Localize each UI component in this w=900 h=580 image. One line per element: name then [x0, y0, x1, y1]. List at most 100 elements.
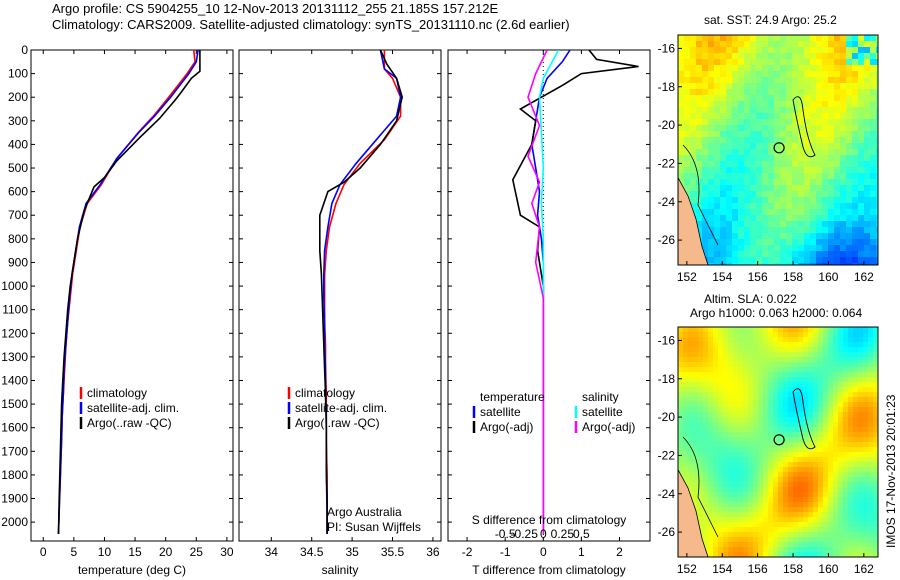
map-cell [876, 101, 878, 108]
map-cell [818, 397, 824, 403]
map-cell [848, 397, 854, 403]
map-cell [853, 532, 859, 538]
map-cell [828, 149, 835, 156]
map-cell [732, 233, 739, 240]
map-cell [858, 332, 864, 338]
map-cell [848, 457, 854, 463]
map-cell [858, 442, 864, 448]
map-cell [793, 527, 799, 533]
map-cell [863, 372, 869, 378]
map-cell [708, 522, 714, 528]
map-cell [726, 107, 733, 114]
map-y-tick-label: -24 [658, 487, 676, 501]
map-cell [783, 437, 789, 443]
map-cell [786, 167, 793, 174]
map-cell [690, 53, 697, 60]
map-cell [774, 137, 781, 144]
map-cell [876, 233, 878, 240]
map-cell [870, 89, 877, 96]
map-cell [852, 209, 859, 216]
map-cell [768, 35, 775, 42]
map-cell [696, 155, 703, 162]
map-cell [768, 342, 774, 348]
map-cell [678, 457, 684, 463]
map-cell [703, 527, 709, 533]
map-cell [813, 487, 819, 493]
map-cell [743, 502, 749, 508]
map-cell [683, 377, 689, 383]
x-tick-label: 25 [190, 545, 204, 559]
map-cell [738, 362, 744, 368]
map-cell [868, 497, 874, 503]
map-cell [798, 89, 805, 96]
map-cell [723, 532, 729, 538]
map-y-tick-label: -22 [658, 156, 676, 170]
map-cell [702, 149, 709, 156]
map-cell [728, 457, 734, 463]
map-cell [813, 457, 819, 463]
map-cell [783, 492, 789, 498]
map-cell [876, 35, 878, 42]
map-cell [870, 119, 877, 126]
legend-title-salinity: salinity [582, 390, 619, 404]
map-cell [843, 467, 849, 473]
map-cell [703, 352, 709, 358]
map-cell [852, 59, 859, 66]
map-cell [840, 101, 847, 108]
map-cell [808, 387, 814, 393]
map-cell [703, 397, 709, 403]
map-cell [848, 532, 854, 538]
map-cell [684, 47, 691, 54]
map-cell [774, 35, 781, 42]
map-cell [743, 402, 749, 408]
map-cell [688, 392, 694, 398]
map-cell [848, 517, 854, 523]
map-cell [773, 467, 779, 473]
map-cell [828, 257, 835, 264]
map-cell [822, 65, 829, 72]
map-cell [683, 367, 689, 373]
map-cell [828, 197, 835, 204]
map-cell [843, 537, 849, 543]
map-cell [838, 482, 844, 488]
map-cell [848, 407, 854, 413]
map-cell [738, 203, 745, 210]
map-cell [780, 119, 787, 126]
map-cell [773, 437, 779, 443]
map-cell [788, 397, 794, 403]
map-cell [870, 197, 877, 204]
map-cell [678, 149, 685, 156]
map-cell [768, 502, 774, 508]
map-cell [768, 522, 774, 528]
map-cell [813, 477, 819, 483]
map-cell [778, 352, 784, 358]
map-y-tick-label: -20 [658, 410, 676, 424]
map-cell [798, 417, 804, 423]
map-cell [714, 203, 721, 210]
map-cell [768, 447, 774, 453]
map-cell [723, 467, 729, 473]
map-cell [753, 447, 759, 453]
map-cell [693, 347, 699, 353]
map-cell [683, 347, 689, 353]
map-cell [750, 59, 757, 66]
map-cell [678, 137, 685, 144]
map-cell [684, 143, 691, 150]
map-cell [873, 532, 878, 538]
map-cell [808, 452, 814, 458]
map-cell [696, 83, 703, 90]
map-cell [753, 517, 759, 523]
map-cell [753, 402, 759, 408]
map-cell [702, 83, 709, 90]
map-cell [838, 512, 844, 518]
map-cell [750, 143, 757, 150]
map-cell [683, 332, 689, 338]
map-cell [818, 502, 824, 508]
map-cell [783, 362, 789, 368]
map-cell [733, 527, 739, 533]
map-cell [868, 352, 874, 358]
map-cell [756, 113, 763, 120]
map-cell [873, 392, 878, 398]
map-cell [708, 173, 715, 180]
map-cell [852, 191, 859, 198]
